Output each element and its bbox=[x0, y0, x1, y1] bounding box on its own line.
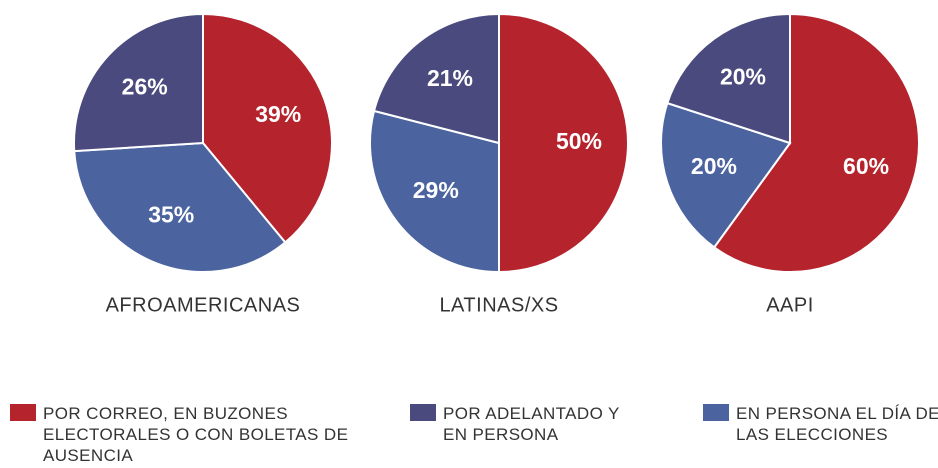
legend-item: EN PERSONA EL DÍA DE LAS ELECCIONES bbox=[703, 403, 938, 445]
legend-swatch bbox=[10, 404, 36, 421]
pie-caption: AFROAMERICANAS bbox=[106, 294, 301, 316]
pie-caption: AAPI bbox=[766, 294, 814, 316]
pie-slice bbox=[73, 141, 287, 273]
legend-label: EN PERSONA EL DÍA DE LAS ELECCIONES bbox=[736, 404, 938, 444]
pie-slice bbox=[666, 12, 791, 145]
legend-swatch bbox=[703, 404, 729, 421]
value-label: 20% bbox=[691, 153, 737, 179]
value-label: 50% bbox=[556, 128, 602, 154]
value-label: 60% bbox=[843, 153, 889, 179]
value-label: 39% bbox=[255, 101, 301, 127]
value-label: 35% bbox=[148, 201, 194, 227]
pie-slice bbox=[202, 12, 333, 244]
value-label: 20% bbox=[720, 63, 766, 89]
legend-swatch bbox=[410, 404, 436, 421]
pie-slice bbox=[712, 12, 920, 273]
pie-slice bbox=[660, 101, 792, 249]
pie-slice bbox=[372, 12, 500, 145]
pie-slice bbox=[369, 109, 500, 274]
value-label: 21% bbox=[427, 65, 473, 91]
legend-item: POR ADELANTADO Y EN PERSONA bbox=[410, 403, 643, 445]
legend-label: POR ADELANTADO Y EN PERSONA bbox=[443, 404, 620, 444]
legend-item: POR CORREO, EN BUZONES ELECTORALES O CON… bbox=[10, 403, 363, 466]
legend-label: POR CORREO, EN BUZONES ELECTORALES O CON… bbox=[43, 404, 349, 465]
value-label: 26% bbox=[122, 73, 168, 99]
pie-slice bbox=[498, 12, 629, 274]
value-label: 29% bbox=[413, 177, 459, 203]
pie-caption: LATINAS/XS bbox=[439, 294, 558, 316]
pie-slice bbox=[73, 12, 204, 153]
